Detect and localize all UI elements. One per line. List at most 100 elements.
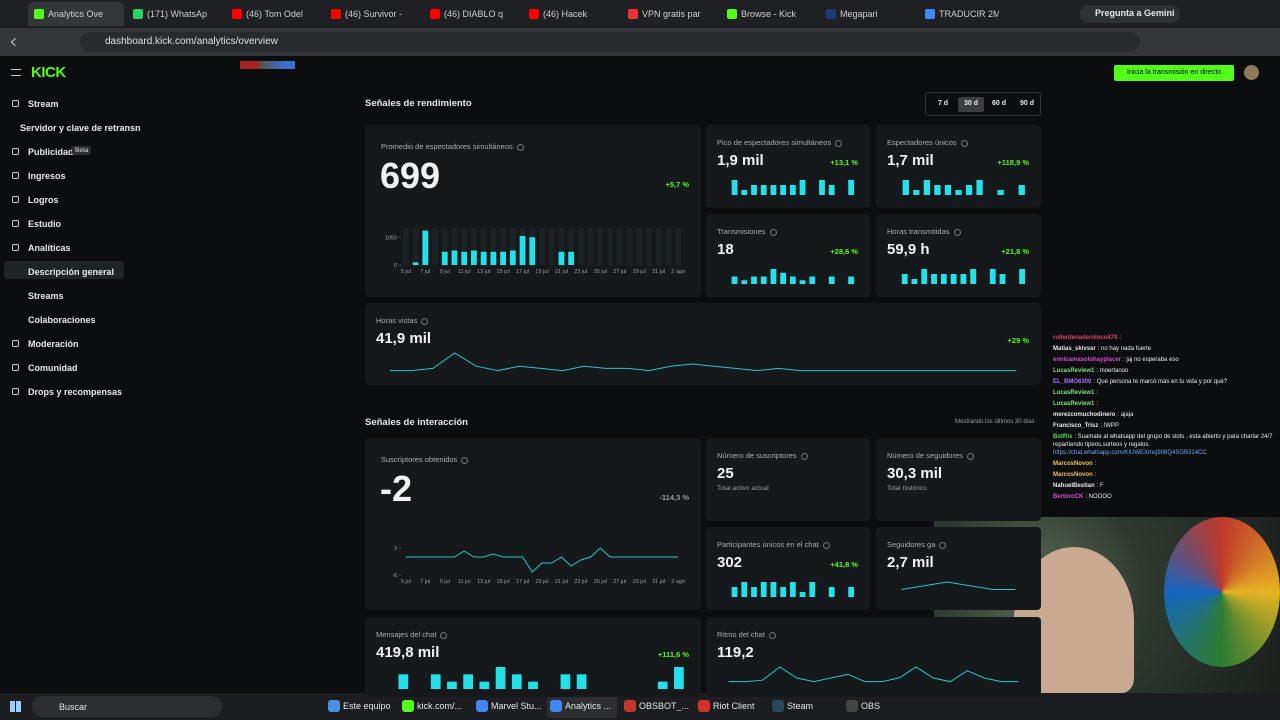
tab[interactable]: (171) WhatsAp — [127, 2, 223, 26]
tab[interactable]: (46) DIABLO q — [424, 2, 520, 26]
omnibox[interactable] — [80, 32, 1140, 52]
bar — [970, 269, 977, 284]
nav-item[interactable]: Colaboraciones — [28, 315, 96, 325]
bar-track — [665, 228, 672, 265]
taskbar-app[interactable]: Analytics ... — [547, 695, 617, 718]
metric-card: Horas vistas 41,9 mil +29 % — [365, 303, 1041, 385]
tab[interactable]: (46) Hacek — [523, 2, 619, 26]
chat-user[interactable]: MarcosNovon — [1053, 472, 1093, 478]
card-value: 18 — [717, 241, 734, 258]
nav-item[interactable]: Servidor y clave de retransn — [20, 123, 141, 133]
bar-track — [539, 228, 545, 265]
tab[interactable]: Browse - Kick — [721, 2, 817, 26]
chat-link[interactable]: https://chat.whatsapp.com/KIUWEXmcj908Q4… — [1053, 450, 1207, 456]
chat-user[interactable]: LucasReview1 — [1053, 368, 1095, 374]
bar-track — [500, 228, 507, 265]
nav-item[interactable]: Ingresos — [28, 171, 66, 181]
tab[interactable]: VPN gratis par — [622, 2, 718, 26]
bar — [940, 274, 947, 284]
nav-item[interactable]: Comunidad — [28, 363, 78, 373]
bar — [731, 180, 738, 195]
chat-text: : — [1094, 472, 1097, 478]
card-value: 25 — [717, 465, 734, 482]
search-box[interactable]: Buscar — [32, 696, 222, 717]
chat-user[interactable]: BotRix — [1053, 434, 1073, 440]
card-value: 59,9 h — [887, 241, 930, 258]
chat-user[interactable]: NahuelBestian — [1053, 483, 1095, 489]
bar — [495, 667, 506, 689]
gemini-button[interactable]: Pregunta a Gemini — [1080, 5, 1180, 23]
bar — [731, 276, 738, 284]
chat-message: rollerdenaderoloco479: — [1053, 334, 1278, 342]
chat-user[interactable]: LucasReview1 — [1053, 390, 1095, 396]
chat-message: LucasReview1: — [1053, 400, 1278, 408]
bar — [560, 674, 571, 689]
webcam-wheel — [1164, 517, 1280, 667]
chat-user[interactable]: MarcosNovon — [1053, 461, 1093, 467]
app-label: OBS — [861, 701, 881, 711]
avatar[interactable] — [1244, 65, 1259, 80]
x-tick-label: 9 jul — [440, 579, 450, 585]
range-option[interactable]: 60 d — [991, 100, 1006, 107]
back-button[interactable] — [10, 37, 20, 47]
bar — [558, 251, 565, 265]
nav-item[interactable]: Descripción general — [28, 267, 115, 277]
tab[interactable]: TRADUCIR 2M — [919, 2, 1015, 26]
chat-user[interactable]: BertoroCK — [1053, 494, 1084, 500]
bar — [471, 250, 477, 265]
taskbar-app[interactable]: Steam — [769, 695, 839, 718]
nav-item[interactable]: Logros — [28, 195, 59, 205]
taskbar-app[interactable]: OBS — [843, 695, 913, 718]
app-label: Riot Client — [713, 701, 755, 711]
app-icon — [402, 700, 414, 712]
x-tick-label: 5 jul — [401, 579, 411, 585]
nav-item[interactable]: Estudio — [28, 219, 61, 229]
chat-user[interactable]: rollerdenaderoloco479 — [1053, 335, 1118, 341]
taskbar-app[interactable]: OBSBOT_... — [621, 695, 691, 718]
bar-track — [558, 228, 565, 265]
card-change: +28,6 % — [830, 247, 858, 256]
tab-title: (171) WhatsAp — [147, 9, 207, 19]
chat-user[interactable]: Francisco_Trisz — [1053, 423, 1099, 429]
go-live-button[interactable]: Inicia la transmisión en directo — [1114, 65, 1234, 81]
chat-text: : moertanoo — [1096, 368, 1129, 374]
start-button[interactable] — [10, 701, 21, 712]
menu-icon[interactable] — [11, 69, 21, 76]
taskbar-app[interactable]: Marvel Stu... — [473, 695, 543, 718]
bar-track — [412, 228, 419, 265]
range-option[interactable]: 7 d — [937, 100, 949, 107]
tab[interactable]: (46) Tom Odel — [226, 2, 322, 26]
nav-item[interactable]: Analíticas — [28, 243, 71, 253]
x-tick-label: 13 jul — [477, 269, 490, 275]
bar — [751, 587, 757, 597]
chat-user[interactable]: EL_BMO6300 — [1053, 379, 1092, 385]
bar — [463, 674, 474, 689]
nav-badge: Beta — [72, 146, 92, 155]
app-icon — [328, 700, 340, 712]
chat-user[interactable]: merezcomuchodinero — [1053, 412, 1116, 418]
chat-text: : Qué persona te marcó más en tu vida y … — [1093, 379, 1228, 385]
range-option[interactable]: 90 d — [1019, 100, 1034, 107]
bar — [944, 185, 952, 195]
taskbar-app[interactable]: Riot Client — [695, 695, 765, 718]
tab[interactable]: Analytics Ove — [28, 2, 124, 26]
x-tick-label: 25 jul — [594, 269, 607, 275]
tab[interactable]: (46) Survivor - — [325, 2, 421, 26]
range-option[interactable]: 30 d — [958, 97, 984, 112]
chat-user[interactable]: LucasReview1 — [1053, 401, 1095, 407]
chat-message: MarcosNovon: — [1053, 471, 1278, 479]
nav-item[interactable]: Stream — [28, 99, 59, 109]
nav-item[interactable]: Drops y recompensas — [28, 387, 123, 397]
nav-item[interactable]: Publicidad — [28, 147, 74, 157]
x-tick-label: 29 jul — [633, 269, 646, 275]
tab[interactable]: Megapari — [820, 2, 916, 26]
nav-item[interactable]: Streams — [28, 291, 64, 301]
bar — [931, 274, 937, 284]
nav-item[interactable]: Moderación — [28, 339, 79, 349]
chat-user[interactable]: ennicamasolohayplacer — [1053, 357, 1122, 363]
taskbar-app[interactable]: kick.com/... — [399, 695, 469, 718]
chart — [892, 180, 1025, 196]
chat-user[interactable]: Matias_skivssr — [1053, 346, 1096, 352]
taskbar-app[interactable]: Este equipo — [325, 695, 395, 718]
